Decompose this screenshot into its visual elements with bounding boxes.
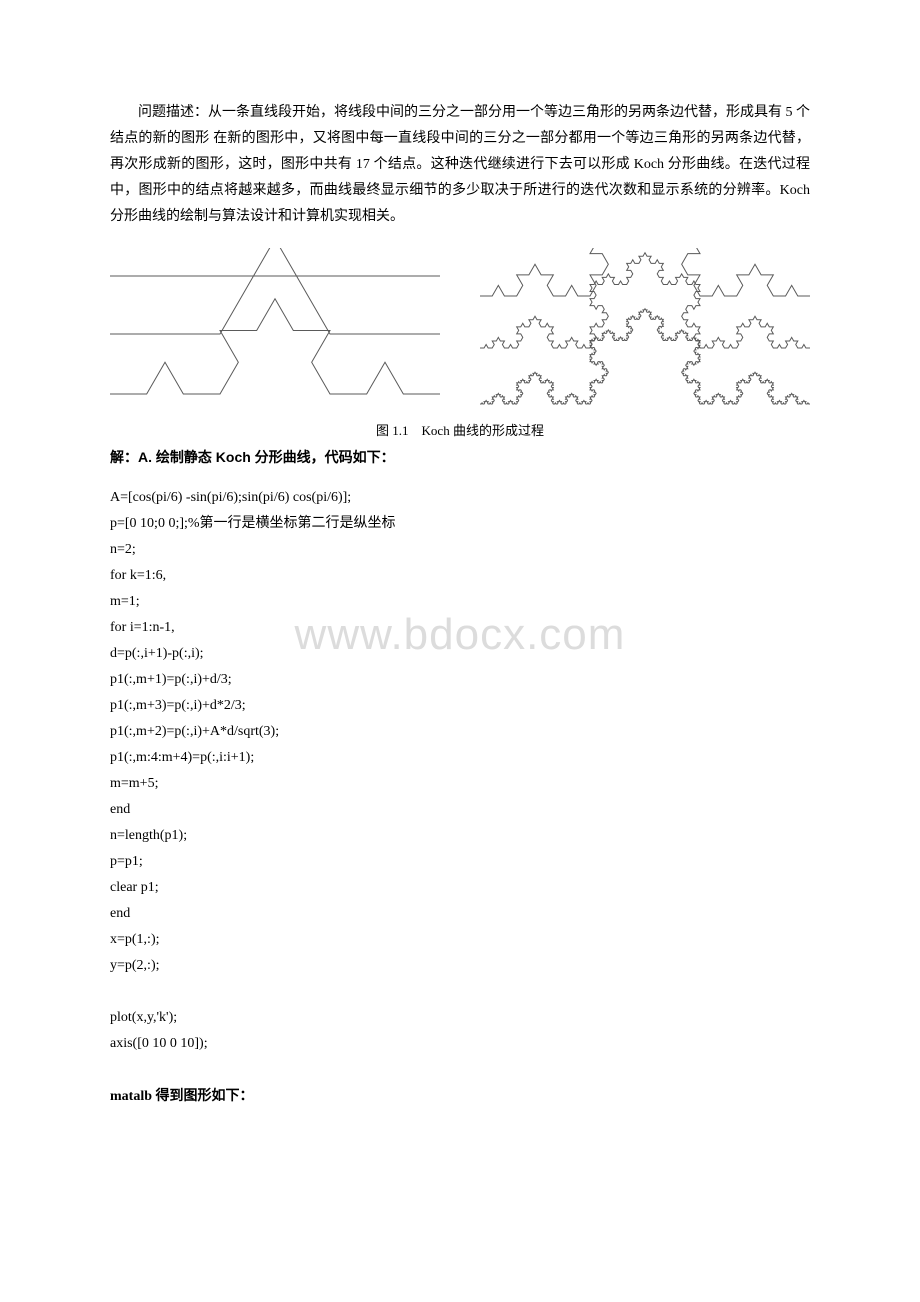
koch-curve-depth-2: [110, 299, 440, 394]
koch-figure: 图 1.1 Koch 曲线的形成过程: [110, 248, 810, 443]
koch-curve-depth-3: [480, 248, 810, 296]
solution-heading: 解：A. 绘制静态 Koch 分形曲线，代码如下：: [110, 447, 810, 467]
koch-curve-depth-5: [480, 309, 810, 404]
result-label: matalb 得到图形如下：: [110, 1085, 810, 1105]
koch-curve-depth-1: [110, 248, 440, 334]
problem-description: 问题描述：从一条直线段开始，将线段中间的三分之一部分用一个等边三角形的另两条边代…: [110, 100, 810, 230]
koch-curve-depth-4: [480, 253, 810, 348]
matlab-code: A=[cos(pi/6) -sin(pi/6);sin(pi/6) cos(pi…: [110, 485, 810, 1057]
figure-caption: 图 1.1 Koch 曲线的形成过程: [376, 420, 544, 439]
koch-curves-svg: [110, 248, 810, 418]
